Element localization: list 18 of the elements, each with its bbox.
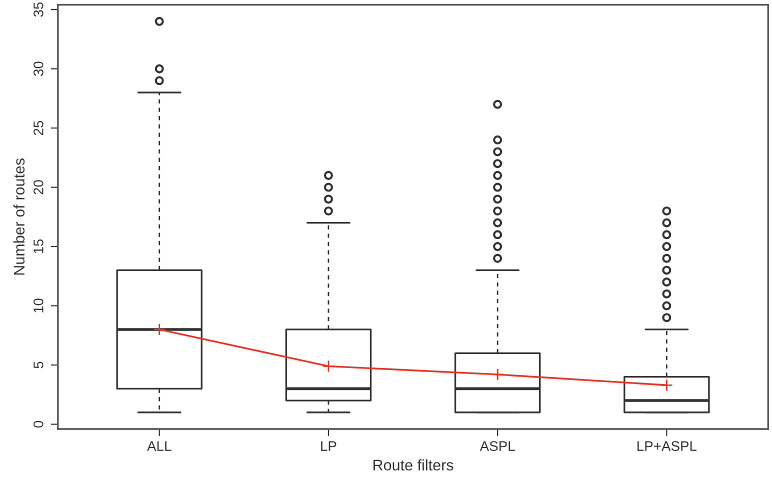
x-axis-title: Route filters [374,459,454,471]
x-tick-label: ALL [147,441,172,451]
x-tick-label: LP+ASPL [638,441,697,451]
y-tick-label: 25 [34,120,44,136]
y-tick-label: 15 [34,239,44,254]
point [660,378,673,392]
x-tick-label: LP [321,441,336,451]
y-tick-label: 35 [34,2,44,17]
point [153,323,166,336]
y-tick-label: 10 [34,298,44,312]
y-tick-label: 30 [34,62,44,76]
y-tick-label: 5 [34,362,44,368]
point [491,368,504,381]
y-axis-title: Number of routes [13,158,25,275]
y-tick-label: 20 [34,180,44,194]
x-tick-label: ASPL [480,441,515,451]
point [322,360,335,372]
y-tick-label: 0 [34,420,44,428]
